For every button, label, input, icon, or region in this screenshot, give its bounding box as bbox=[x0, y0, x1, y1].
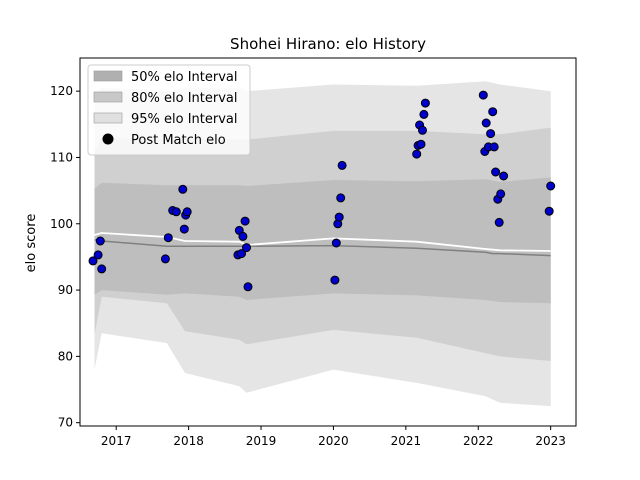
y-tick-label-6: 120 bbox=[50, 84, 73, 98]
data-point-6 bbox=[164, 234, 172, 242]
data-point-12 bbox=[183, 208, 191, 216]
x-tick-label-4: 2020 bbox=[318, 434, 349, 448]
data-point-24 bbox=[337, 194, 345, 202]
data-point-42 bbox=[495, 218, 503, 226]
chart-title: Shohei Hirano: elo History bbox=[230, 35, 426, 53]
data-point-9 bbox=[179, 185, 187, 193]
data-point-21 bbox=[332, 239, 340, 247]
x-tick-label-1: 2017 bbox=[101, 434, 132, 448]
data-point-16 bbox=[239, 232, 247, 240]
legend-label-4: Post Match elo bbox=[131, 133, 226, 148]
data-point-26 bbox=[413, 150, 421, 158]
data-point-39 bbox=[490, 143, 498, 151]
y-axis-label: elo score bbox=[24, 214, 39, 273]
y-tick-label-3: 90 bbox=[58, 283, 73, 297]
band-3 bbox=[95, 177, 551, 303]
data-point-2 bbox=[94, 251, 102, 259]
data-point-19 bbox=[244, 283, 252, 291]
data-point-8 bbox=[172, 208, 180, 216]
legend-marker-4 bbox=[103, 134, 114, 145]
x-tick-label-7: 2023 bbox=[535, 434, 566, 448]
data-point-31 bbox=[420, 110, 428, 118]
data-point-29 bbox=[417, 140, 425, 148]
data-point-3 bbox=[96, 237, 104, 245]
data-point-10 bbox=[180, 225, 188, 233]
data-point-44 bbox=[500, 172, 508, 180]
data-point-20 bbox=[331, 276, 339, 284]
x-tick-label-5: 2021 bbox=[391, 434, 422, 448]
legend-swatch-2 bbox=[94, 92, 122, 102]
data-point-45 bbox=[545, 207, 553, 215]
legend-swatch-1 bbox=[94, 71, 122, 81]
data-point-23 bbox=[335, 213, 343, 221]
legend-swatch-3 bbox=[94, 113, 122, 123]
y-tick-label-4: 100 bbox=[50, 217, 73, 231]
y-tick-label-2: 80 bbox=[58, 349, 73, 363]
data-point-18 bbox=[243, 244, 251, 252]
y-tick-label-1: 70 bbox=[58, 416, 73, 430]
data-point-35 bbox=[482, 119, 490, 127]
data-point-17 bbox=[241, 217, 249, 225]
data-point-38 bbox=[489, 108, 497, 116]
data-point-43 bbox=[497, 190, 505, 198]
data-point-30 bbox=[419, 126, 427, 134]
legend-label-2: 80% elo Interval bbox=[131, 91, 238, 106]
y-tick-label-5: 110 bbox=[50, 150, 73, 164]
data-point-37 bbox=[487, 130, 495, 138]
data-point-33 bbox=[479, 91, 487, 99]
data-point-40 bbox=[492, 168, 500, 176]
data-point-25 bbox=[338, 161, 346, 169]
data-point-5 bbox=[161, 255, 169, 263]
data-point-46 bbox=[547, 182, 555, 190]
data-point-4 bbox=[98, 265, 106, 273]
data-point-32 bbox=[421, 99, 429, 107]
legend-label-1: 50% elo Interval bbox=[131, 70, 238, 85]
x-tick-label-6: 2022 bbox=[463, 434, 494, 448]
legend-label-3: 95% elo Interval bbox=[131, 112, 238, 127]
x-tick-label-2: 2018 bbox=[173, 434, 204, 448]
legend: 50% elo Interval 80% elo Interval 95% elo … bbox=[88, 65, 250, 155]
x-tick-label-3: 2019 bbox=[246, 434, 277, 448]
